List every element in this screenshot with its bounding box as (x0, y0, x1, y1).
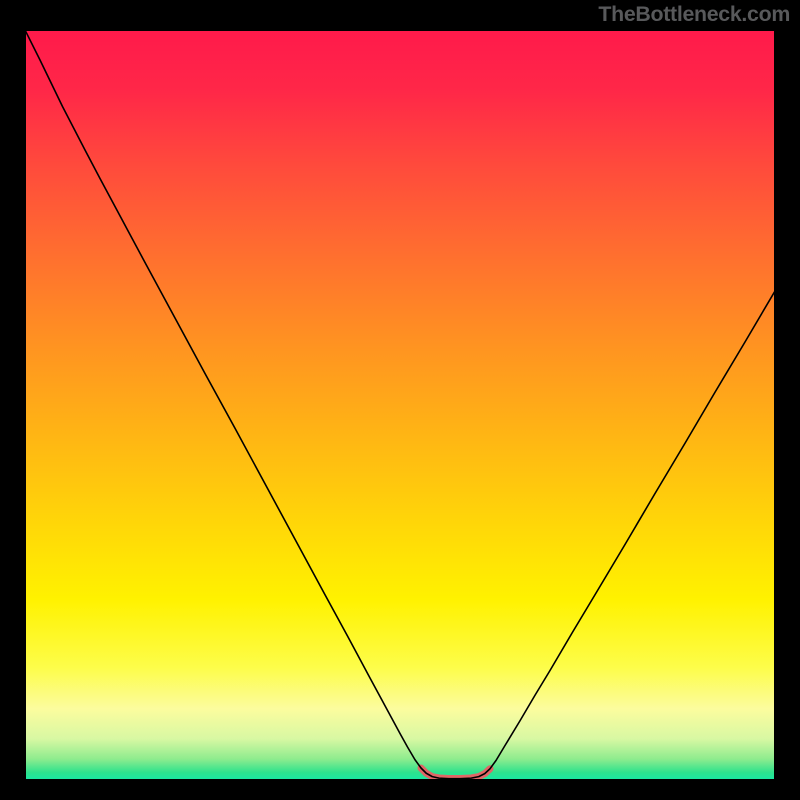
chart-background-gradient (25, 30, 775, 780)
watermark-label: TheBottleneck.com (598, 2, 790, 27)
chart-container: TheBottleneck.com (0, 0, 800, 800)
v-curve-chart (0, 0, 800, 800)
